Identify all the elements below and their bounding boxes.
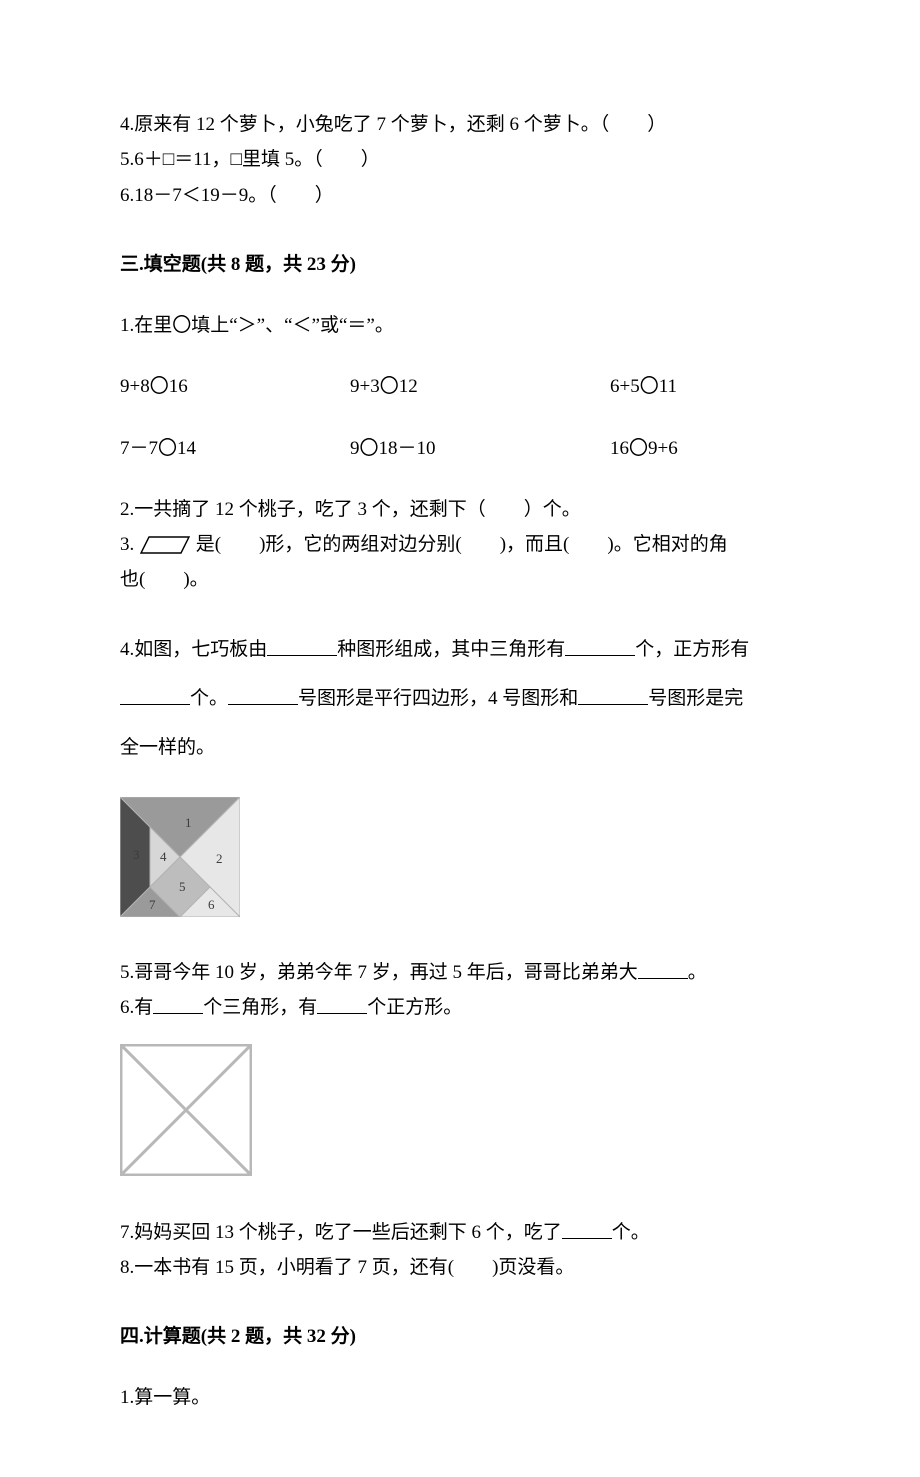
fill-q1-r1-a: 9+8〇16 bbox=[120, 370, 350, 403]
fill-q1-r2-b: 9〇18－10 bbox=[350, 432, 610, 465]
tangram-label: 3 bbox=[133, 847, 140, 862]
fill-q5-b: 。 bbox=[688, 962, 707, 983]
square-x-figure bbox=[120, 1044, 800, 1187]
fill-q7-a: 7.妈妈买回 13 个桃子，吃了一些后还剩下 6 个，吃了 bbox=[120, 1222, 562, 1243]
parallelogram-icon bbox=[139, 534, 191, 556]
tangram-figure: 1 2 3 45 6 7 bbox=[120, 797, 800, 928]
fill-q4-f: 号图形是完 bbox=[648, 688, 743, 709]
blank bbox=[578, 686, 648, 705]
fill-q2: 2.一共摘了 12 个桃子，吃了 3 个，还剩下（ ）个。 bbox=[120, 493, 800, 526]
blank bbox=[562, 1220, 612, 1239]
tangram-label: 6 bbox=[208, 897, 215, 912]
fill-q4: 4.如图，七巧板由 种图形组成，其中三角形有 个，正方形有 个。 号图形是平行四边形，… bbox=[120, 625, 800, 773]
blank bbox=[317, 995, 367, 1014]
fill-q1-row2: 7－7〇14 9〇18－10 16〇9+6 bbox=[120, 432, 800, 465]
fill-q3-a: 3. bbox=[120, 534, 134, 555]
judgment-q4: 4.原来有 12 个萝卜，小兔吃了 7 个萝卜，还剩 6 个萝卜。（ ） bbox=[120, 108, 800, 141]
fill-q7-b: 个。 bbox=[612, 1222, 650, 1243]
fill-q7: 7.妈妈买回 13 个桃子，吃了一些后还剩下 6 个，吃了 个。 bbox=[120, 1216, 800, 1249]
fill-q1-head: 1.在里〇填上“＞”、“＜”或“＝”。 bbox=[120, 309, 800, 342]
fill-q3-c: 也( )。 bbox=[120, 563, 800, 596]
blank bbox=[120, 686, 190, 705]
parallelogram-shape bbox=[141, 537, 189, 553]
calc-q1: 1.算一算。 bbox=[120, 1381, 800, 1414]
judgment-q5: 5.6＋□＝11，□里填 5。（ ） bbox=[120, 143, 800, 176]
fill-q6-c: 个正方形。 bbox=[367, 997, 462, 1018]
document-page: 4.原来有 12 个萝卜，小兔吃了 7 个萝卜，还剩 6 个萝卜。（ ） 5.6… bbox=[0, 0, 920, 1477]
fill-q1-r2-a: 7－7〇14 bbox=[120, 432, 350, 465]
fill-q8: 8.一本书有 15 页，小明看了 7 页，还有( )页没看。 bbox=[120, 1251, 800, 1284]
fill-q3-b: 是( )形，它的两组对边分别( )，而且( )。它相对的角 bbox=[196, 534, 728, 555]
blank bbox=[638, 960, 688, 979]
fill-q4-e: 号图形是平行四边形，4 号图形和 bbox=[298, 688, 578, 709]
fill-q4-a: 4.如图，七巧板由 bbox=[120, 639, 267, 660]
fill-q5-a: 5.哥哥今年 10 岁，弟弟今年 7 岁，再过 5 年后，哥哥比弟弟大 bbox=[120, 962, 638, 983]
judgment-q6: 6.18－7＜19－9。（ ） bbox=[120, 179, 800, 212]
fill-q4-c: 个，正方形有 bbox=[635, 639, 749, 660]
fill-q1-row1: 9+8〇16 9+3〇12 6+5〇11 bbox=[120, 370, 800, 403]
tangram-label: 7 bbox=[149, 897, 156, 912]
fill-q4-d: 个。 bbox=[190, 688, 228, 709]
fill-q3: 3. 是( )形，它的两组对边分别( )，而且( )。它相对的角 bbox=[120, 528, 800, 561]
fill-q6-a: 6.有 bbox=[120, 997, 153, 1018]
fill-q5: 5.哥哥今年 10 岁，弟弟今年 7 岁，再过 5 年后，哥哥比弟弟大 。 bbox=[120, 956, 800, 989]
blank bbox=[228, 686, 298, 705]
section-4-title: 四.计算题(共 2 题，共 32 分) bbox=[120, 1320, 800, 1353]
blank bbox=[153, 995, 203, 1014]
tangram-label: 4 bbox=[160, 849, 167, 864]
tangram-label: 2 bbox=[216, 851, 223, 866]
tangram-label: 5 bbox=[179, 879, 186, 894]
blank bbox=[267, 637, 337, 656]
fill-q1-r1-b: 9+3〇12 bbox=[350, 370, 610, 403]
fill-q1-r1-c: 6+5〇11 bbox=[610, 370, 800, 403]
blank bbox=[565, 637, 635, 656]
section-3-title: 三.填空题(共 8 题，共 23 分) bbox=[120, 248, 800, 281]
fill-q4-b: 种图形组成，其中三角形有 bbox=[337, 639, 565, 660]
fill-q1-r2-c: 16〇9+6 bbox=[610, 432, 800, 465]
tangram-label: 1 bbox=[185, 815, 192, 830]
fill-q6-b: 个三角形，有 bbox=[203, 997, 317, 1018]
fill-q6: 6.有 个三角形，有 个正方形。 bbox=[120, 991, 800, 1024]
fill-q4-g: 全一样的。 bbox=[120, 737, 215, 758]
